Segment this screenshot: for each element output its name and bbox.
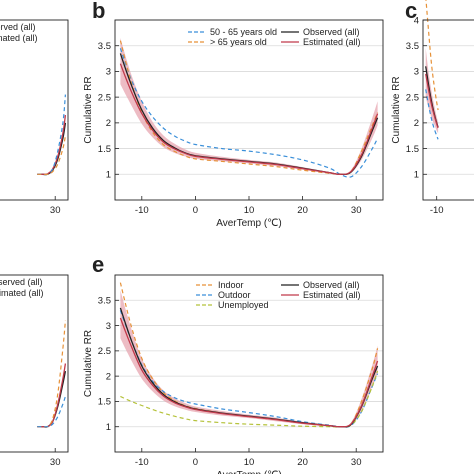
series-line-unnamed-2 [425, 73, 439, 129]
x-tick-label: -10 [430, 205, 444, 216]
series-line-65-years-old [119, 40, 379, 175]
x-axis-label: AverTemp (℃) [216, 470, 282, 474]
x-tick-label: 30 [351, 205, 362, 216]
x-tick-label: 20 [297, 457, 308, 468]
y-tick-label: 2 [106, 371, 111, 382]
x-tick-label: 10 [244, 205, 255, 216]
chart-panel-e: -10 0 10 20 30 1 1.5 2 2.5 3 3.5 AverTemp (℃) Cumula… [83, 274, 384, 474]
series-line-outdoor [119, 310, 379, 428]
series-line-unnamed-3 [37, 396, 66, 428]
y-tick-label: 2 [414, 118, 419, 129]
panel-label-b: b [92, 0, 105, 23]
plot-frame [0, 274, 69, 453]
x-tick-label: -10 [135, 205, 149, 216]
legend-label: Estimated (all) [0, 288, 44, 298]
series-line-estimated-all [119, 317, 379, 428]
confidence-band [120, 290, 378, 428]
series-line-unnamed-0 [425, 0, 439, 111]
series-line-unnamed-3 [425, 89, 439, 140]
y-axis-label: Cumulative RR [83, 76, 94, 143]
series-line-50-65-years-old [119, 48, 379, 178]
y-tick-label: 3.5 [406, 41, 419, 52]
y-tick-label: 3 [106, 321, 111, 332]
legend-label: > 65 years old [210, 37, 267, 47]
y-tick-label: 1 [106, 422, 111, 433]
y-tick-label: 1.5 [98, 144, 111, 155]
plot-frame [114, 19, 384, 201]
legend-label: bserved (all) [0, 22, 36, 32]
confidence-band [425, 48, 439, 134]
legend-label: Estimated (all) [303, 290, 361, 300]
legend-label: 50 - 65 years old [210, 27, 277, 37]
y-tick-label: 3.5 [98, 296, 111, 307]
confidence-band [120, 38, 378, 175]
y-tick-label: 4 [414, 15, 419, 26]
x-tick-label: 0 [193, 457, 198, 468]
legend-label: Observed (all) [303, 27, 360, 37]
y-axis-label: Cumulative RR [83, 330, 94, 397]
y-tick-label: 1 [106, 170, 111, 181]
x-tick-label: 30 [50, 457, 61, 468]
chart-panel-d: 30 Observed (all)Estimated (all) [0, 274, 69, 468]
series-line-unnamed-2 [37, 94, 66, 176]
x-tick-label: 0 [193, 205, 198, 216]
y-tick-label: 2 [106, 118, 111, 129]
plot-frame [0, 19, 69, 201]
y-tick-label: 1.5 [406, 144, 419, 155]
series-line-estimated-all [37, 115, 67, 175]
x-tick-label: 10 [244, 457, 255, 468]
series-line-estimated-all [37, 363, 67, 428]
series-line-observed-all [37, 370, 67, 428]
y-tick-label: 3 [106, 67, 111, 78]
chart-panel-b: -10 0 10 20 30 1 1.5 2 2.5 3 3.5 AverTemp (℃) Cumula… [83, 19, 384, 229]
plot-frame [422, 19, 474, 201]
series-line-unnamed-2 [37, 320, 66, 428]
x-tick-label: -10 [135, 457, 149, 468]
legend-label: Indoor [218, 280, 244, 290]
legend-label: Observed (all) [0, 277, 43, 287]
panel-label-c: c [405, 0, 417, 23]
chart-panel-a: 30 bserved (all)stimated (all) [0, 19, 69, 216]
x-axis-label: AverTemp (℃) [216, 218, 282, 229]
legend: 50 - 65 years old> 65 years old Observed … [188, 27, 361, 47]
legend-label: stimated (all) [0, 33, 38, 43]
y-tick-label: 1 [414, 170, 419, 181]
x-tick-label: 20 [297, 205, 308, 216]
series-line-unnamed-3 [37, 135, 66, 176]
x-tick-label: 30 [351, 457, 362, 468]
series-line-unemployed [120, 370, 379, 428]
panel-label-e: e [92, 252, 104, 277]
y-tick-label: 1.5 [98, 397, 111, 408]
legend-label: Unemployed [218, 300, 269, 310]
legend-label: Observed (all) [303, 280, 360, 290]
y-tick-label: 2.5 [98, 346, 111, 357]
y-tick-label: 2.5 [98, 92, 111, 103]
y-tick-label: 3 [414, 67, 419, 78]
series-line-estimated-all [119, 63, 379, 175]
chart-panel-c: -10 1 1.5 2 2.5 3 3.5 4 Cumulative RR [391, 0, 474, 216]
y-tick-label: 2.5 [406, 92, 419, 103]
x-tick-label: 30 [50, 205, 61, 216]
y-tick-label: 3.5 [98, 41, 111, 52]
legend-label: Outdoor [218, 290, 251, 300]
legend: Observed (all)Estimated (all) [0, 277, 44, 298]
y-axis-label: Cumulative RR [391, 76, 402, 143]
legend: bserved (all)stimated (all) [0, 22, 38, 43]
legend-label: Estimated (all) [303, 37, 361, 47]
